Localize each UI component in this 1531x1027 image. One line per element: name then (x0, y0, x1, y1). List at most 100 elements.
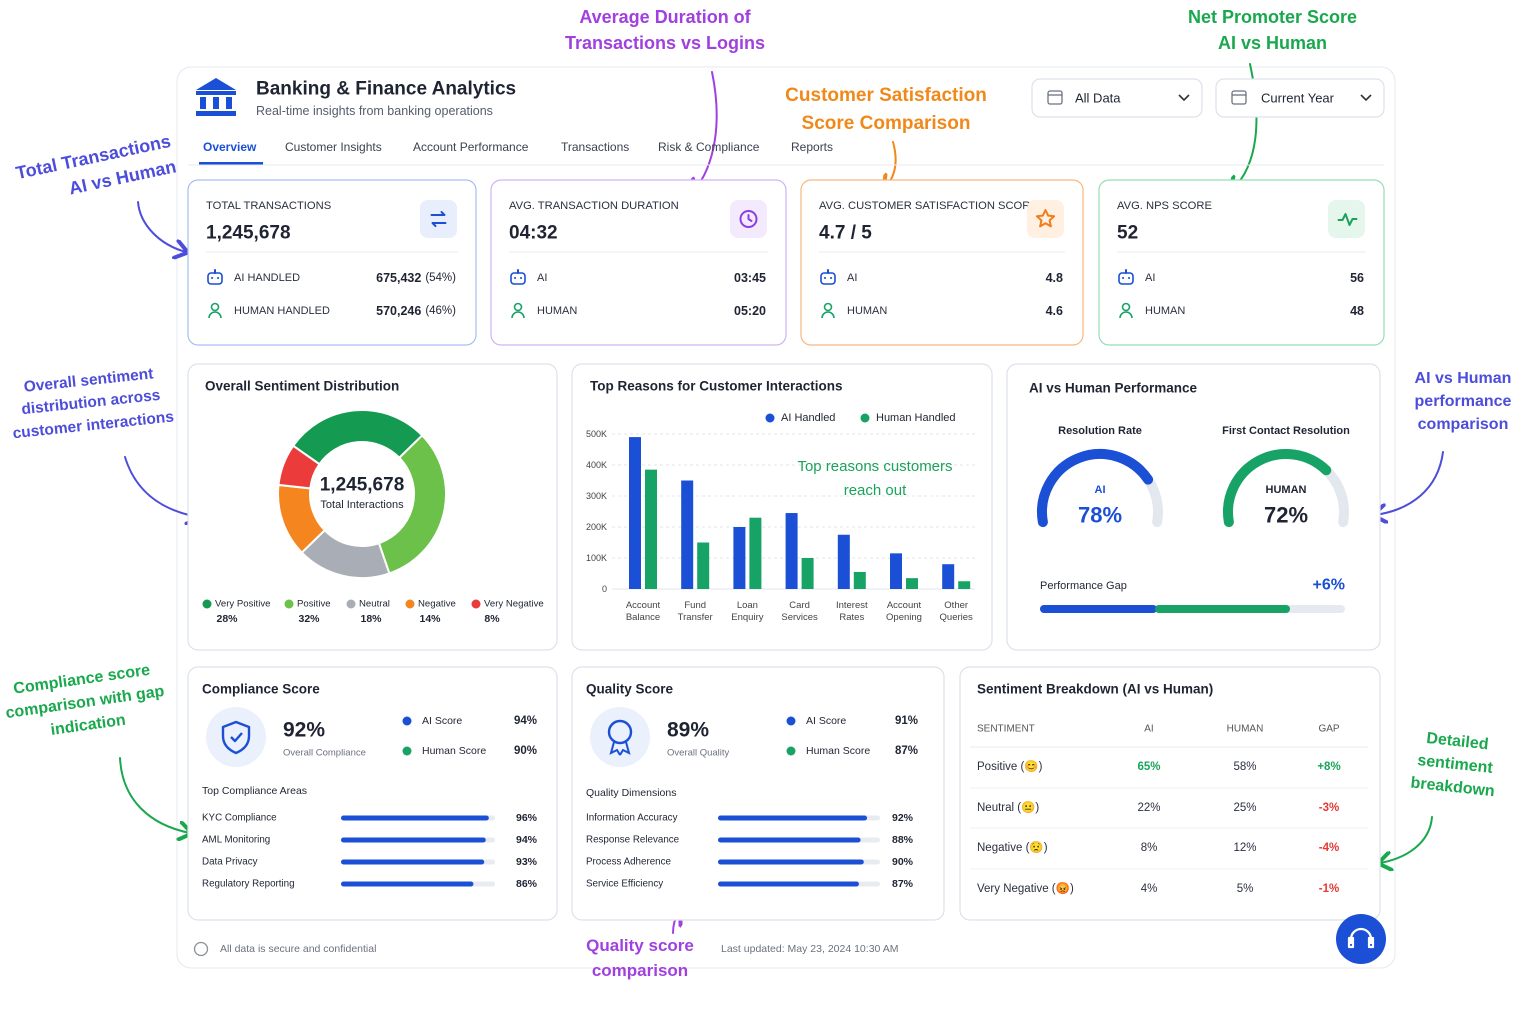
tab[interactable]: Account Performance (413, 140, 529, 154)
table-cell: Negative (😟) (977, 840, 1048, 854)
x-tick-label: Loan Enquiry (731, 600, 764, 623)
area-value: 96% (516, 812, 538, 824)
overall-score: 92% (283, 719, 325, 742)
legend-swatch (765, 413, 775, 423)
tab[interactable]: Reports (791, 140, 833, 154)
person-icon (511, 311, 525, 319)
kpi-row-value: 05:20 (734, 304, 766, 318)
annotation-note: Quality score comparison (586, 936, 694, 980)
legend-swatch (786, 716, 796, 726)
arrow (119, 757, 190, 833)
filter-dropdown[interactable] (1031, 78, 1203, 118)
gauge-value-label: 72% (1264, 503, 1308, 528)
medal-icon (607, 719, 633, 745)
gap-value: +6% (1313, 577, 1345, 594)
tab[interactable]: Overview (203, 140, 257, 154)
kpi-row-label: AI (537, 272, 547, 284)
logo-column (200, 97, 206, 109)
kpi-row-value: 675,432 (54%) (376, 271, 456, 285)
headset-icon (1347, 927, 1375, 949)
bar (785, 513, 798, 589)
table-cell: +8% (1317, 761, 1340, 773)
x-tick-label: Account Opening (886, 600, 922, 623)
x-tick-label: Card Services (781, 600, 818, 623)
area-label: Data Privacy (202, 857, 258, 868)
score-value: 91% (895, 715, 918, 727)
kpi-row-number: 56 (1350, 271, 1364, 285)
tab[interactable]: Risk & Compliance (658, 140, 760, 154)
kpi-value: 1,245,678 (206, 223, 291, 244)
panel-title: Compliance Score (202, 682, 320, 697)
legend-swatch (405, 599, 415, 609)
person-icon (513, 302, 523, 312)
y-tick-label: 200K (586, 522, 607, 532)
score-label: Human Score (422, 745, 486, 757)
table-cell: -4% (1319, 842, 1339, 854)
tab[interactable]: Customer Insights (285, 140, 382, 154)
shield-icon (221, 720, 251, 755)
gauge-value (1223, 449, 1332, 528)
calendar-icon (1047, 90, 1063, 105)
annotation-note: Average Duration of Transactions vs Logi… (564, 7, 766, 54)
annotation-note: Detailed sentiment breakdown (1409, 729, 1496, 801)
kpi-value: 04:32 (509, 223, 558, 244)
bar (801, 558, 814, 589)
kpi-row-label: AI (847, 272, 857, 284)
panel-title: Sentiment Breakdown (AI vs Human) (977, 682, 1213, 697)
table-cell: 58% (1233, 761, 1256, 773)
tab[interactable]: Transactions (561, 140, 629, 154)
bar (942, 564, 955, 589)
kpi-row-number: 4.8 (1046, 271, 1063, 285)
kpi-card (1098, 179, 1385, 346)
gap-bar (1040, 605, 1157, 613)
area-value: 90% (892, 856, 914, 868)
kpi-icon (1337, 213, 1358, 226)
section-title: Quality Dimensions (586, 787, 676, 799)
score-label: AI Score (806, 715, 846, 727)
bar (681, 480, 694, 589)
person-icon (821, 311, 835, 319)
x-tick-label: Other Queries (939, 600, 973, 623)
robot-icon (1122, 269, 1131, 279)
data-label: 14% (419, 613, 441, 625)
tab-underline (199, 162, 263, 165)
kpi-row-number: 570,246 (376, 304, 421, 318)
arrow (137, 201, 186, 252)
gauge-title: First Contact Resolution (1222, 425, 1350, 437)
area-label: Response Relevance (586, 835, 680, 846)
table-header: AI (1144, 724, 1153, 735)
progress-bar (718, 815, 868, 821)
robot-icon (211, 269, 220, 279)
kpi-icon (430, 211, 447, 227)
table-cell: Very Negative (😡) (977, 881, 1074, 895)
annotation-note: Net Promoter Score AI vs Human (1187, 7, 1358, 54)
filter-label[interactable]: Current Year (1261, 91, 1335, 106)
y-tick-label: 100K (586, 553, 607, 563)
area-value: 93% (516, 856, 538, 868)
kpi-card (800, 179, 1084, 346)
bar (749, 517, 762, 589)
chart-panel (1006, 363, 1381, 651)
person-icon (823, 302, 833, 312)
arrow (124, 456, 198, 517)
arrow (1380, 816, 1433, 863)
legend-swatch (860, 413, 870, 423)
chart-title: Overall Sentiment Distribution (205, 379, 399, 394)
filter-label[interactable]: All Data (1075, 91, 1121, 106)
filter-dropdown[interactable] (1215, 78, 1385, 118)
kpi-row-label: HUMAN (847, 305, 887, 317)
chart-panel (187, 363, 558, 651)
donut-center-label: Total Interactions (320, 499, 404, 511)
kpi-icon-box (1027, 200, 1064, 238)
table-cell: 12% (1233, 842, 1256, 854)
area-label: AML Monitoring (202, 835, 270, 846)
bank-logo (196, 78, 236, 116)
area-value: 94% (516, 834, 538, 846)
person-icon (1119, 311, 1133, 319)
x-tick-label: Interest Rates (835, 600, 868, 623)
person-icon (210, 302, 220, 312)
kpi-card (187, 179, 477, 346)
bar (958, 581, 971, 589)
support-button[interactable] (1336, 914, 1386, 964)
kpi-row-label: HUMAN HANDLED (234, 305, 330, 317)
